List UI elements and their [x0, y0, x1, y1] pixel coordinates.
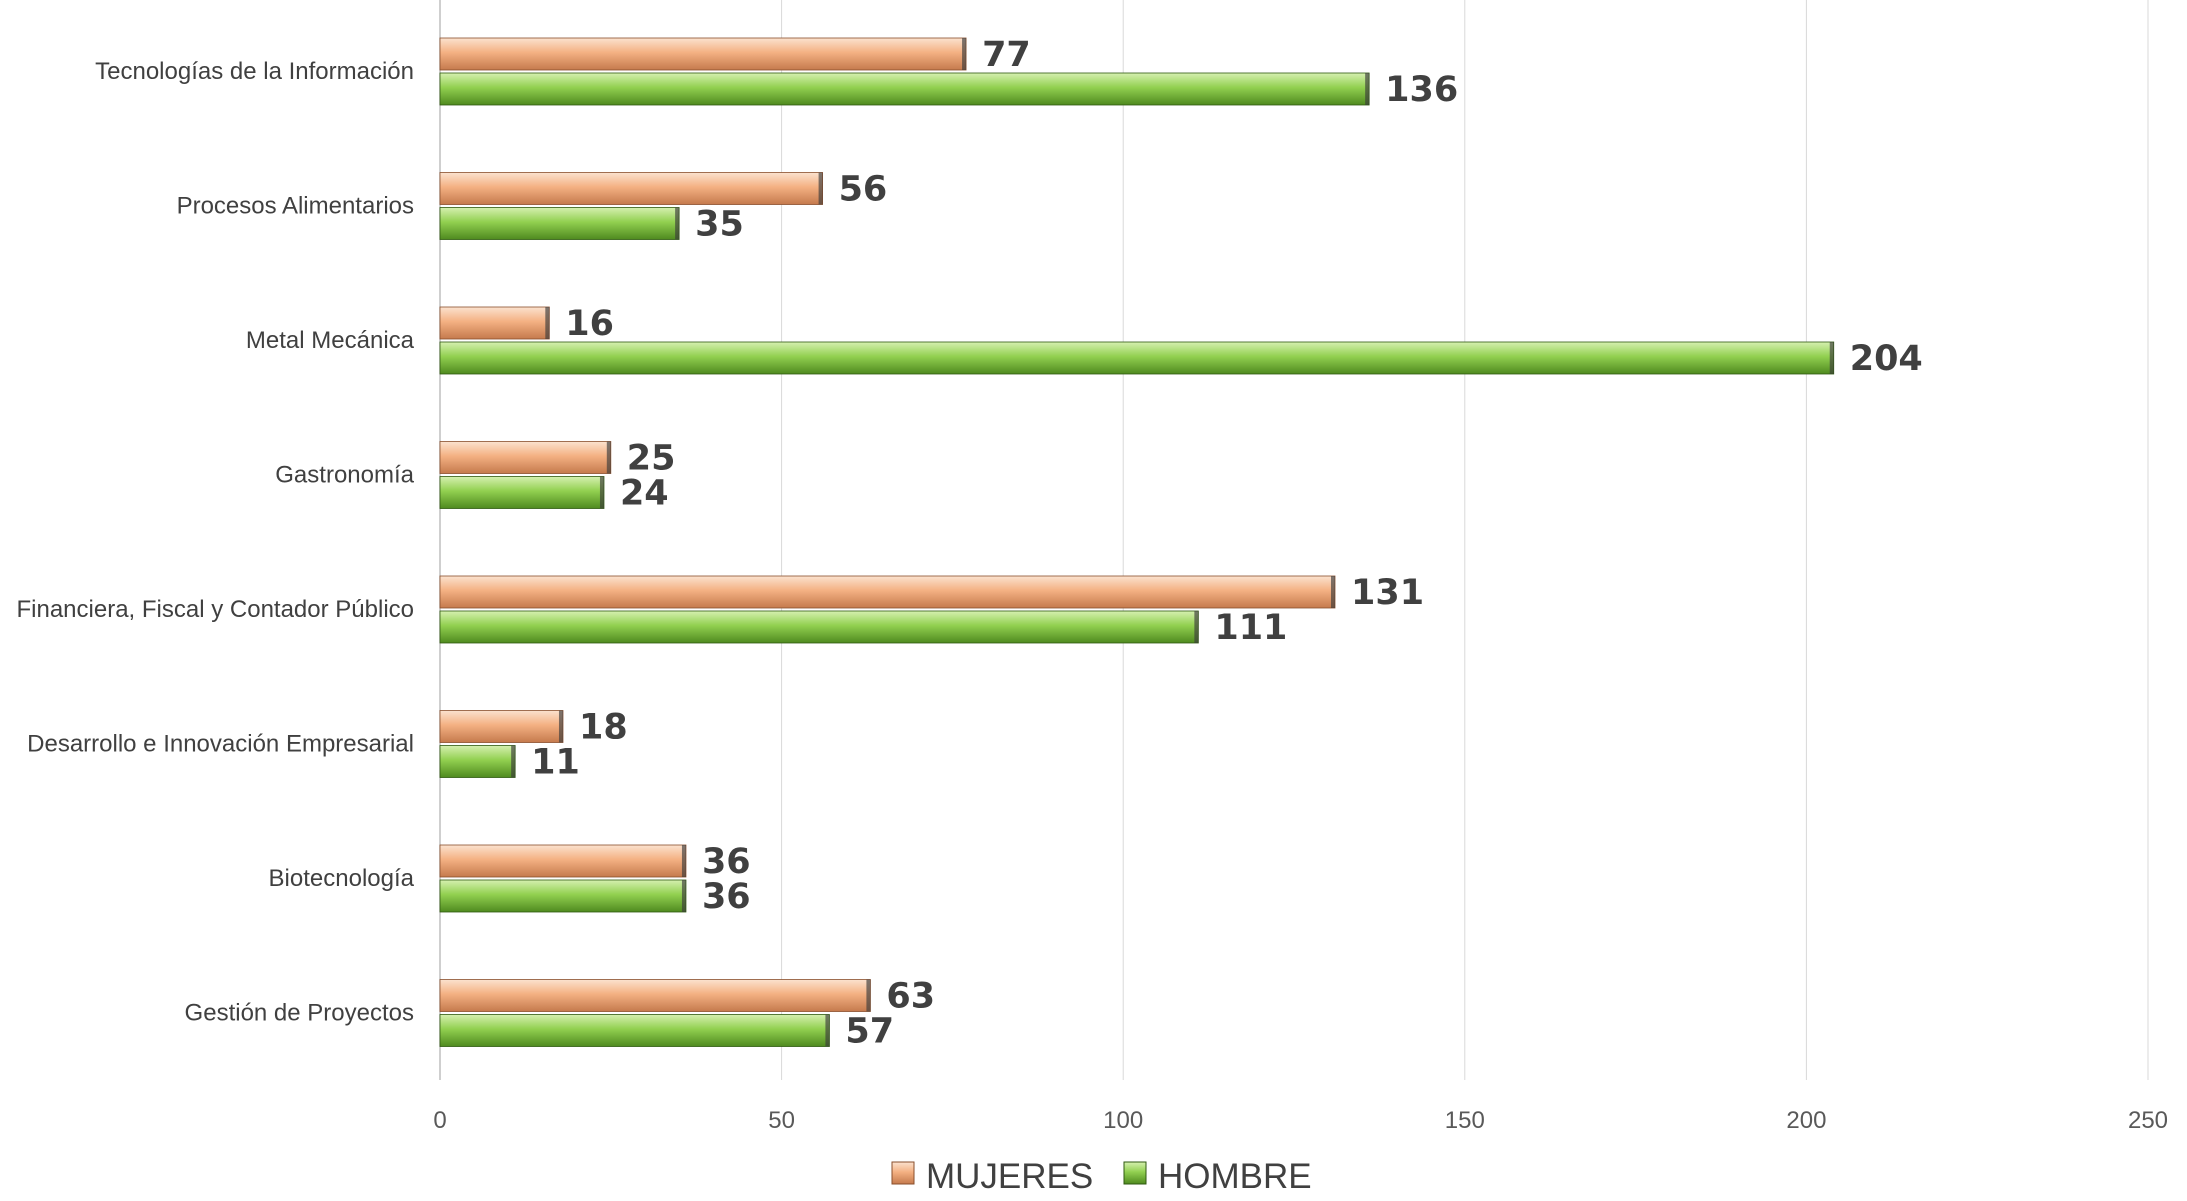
- bar-hombre: [439, 341, 1835, 375]
- bar-hombre: [439, 879, 687, 913]
- x-tick-label: 50: [768, 1107, 795, 1134]
- bar-end-cap: [866, 979, 871, 1012]
- bar-end-cap: [818, 172, 823, 205]
- data-label: 57: [845, 1012, 894, 1052]
- bar-mujeres: [439, 575, 1336, 609]
- bar-end-cap: [825, 1014, 830, 1047]
- category-label: Financiera, Fiscal y Contador Público: [16, 596, 414, 623]
- bar-end-cap: [675, 207, 680, 240]
- category-label: Procesos Alimentarios: [177, 193, 414, 220]
- data-label: 36: [702, 877, 751, 917]
- legend-swatch-hombre: [1123, 1161, 1147, 1185]
- x-tick-label: 250: [2128, 1107, 2168, 1134]
- bar-hombre: [439, 72, 1370, 106]
- x-tick-label: 100: [1103, 1107, 1143, 1134]
- category-label: Tecnologías de la Información: [95, 58, 414, 85]
- bar-end-cap: [1330, 576, 1335, 608]
- bar-end-cap: [681, 880, 686, 912]
- legend-label-hombre: HOMBRE: [1158, 1157, 1312, 1196]
- legend: MUJERES HOMBRE: [891, 1157, 1312, 1196]
- data-label: 24: [620, 474, 669, 514]
- bar-end-cap: [681, 845, 686, 877]
- bar-mujeres: [439, 979, 871, 1012]
- bar-end-cap: [545, 307, 550, 339]
- legend-label-mujeres: MUJERES: [926, 1157, 1093, 1196]
- bar-end-cap: [511, 745, 516, 778]
- data-label: 35: [695, 205, 744, 245]
- bar-hombre: [439, 476, 605, 509]
- bar-mujeres: [439, 844, 687, 878]
- labels: 0 50 100 150 200 250 Tecnologías de la Informa…: [16, 35, 2168, 1134]
- bar-mujeres: [439, 172, 823, 205]
- bar-end-cap: [962, 38, 967, 70]
- data-label: 18: [579, 708, 628, 748]
- bar-end-cap: [1194, 611, 1199, 643]
- data-label: 16: [565, 304, 614, 344]
- data-label: 77: [982, 35, 1031, 75]
- category-label: Biotecnología: [269, 865, 415, 892]
- category-label: Gastronomía: [275, 462, 414, 489]
- category-label: Desarrollo e Innovación Empresarial: [27, 731, 414, 758]
- bar-end-cap: [599, 476, 604, 509]
- x-tick-label: 0: [433, 1107, 446, 1134]
- bar-mujeres: [439, 441, 612, 474]
- data-label: 111: [1214, 608, 1287, 648]
- bar-hombre: [439, 207, 680, 240]
- data-label: 63: [886, 977, 935, 1017]
- bar-mujeres: [439, 710, 564, 743]
- data-label: 11: [531, 743, 580, 783]
- data-label: 25: [627, 439, 676, 479]
- data-label: 56: [839, 170, 888, 210]
- bar-mujeres: [439, 306, 550, 340]
- data-label: 136: [1385, 70, 1458, 110]
- x-tick-label: 200: [1786, 1107, 1826, 1134]
- category-label: Gestión de Proyectos: [185, 1000, 414, 1027]
- data-label: 36: [702, 842, 751, 882]
- bar-end-cap: [606, 441, 611, 474]
- bar-mujeres: [439, 37, 967, 71]
- data-label: 131: [1351, 573, 1424, 613]
- bar-end-cap: [1829, 342, 1834, 374]
- category-label: Metal Mecánica: [246, 327, 415, 354]
- bar-hombre: [439, 610, 1199, 644]
- legend-swatch-mujeres: [891, 1161, 915, 1185]
- x-tick-label: 150: [1445, 1107, 1485, 1134]
- bar-hombre: [439, 1014, 830, 1047]
- gridlines: [439, 0, 2149, 1080]
- bar-end-cap: [558, 710, 563, 743]
- data-label: 204: [1850, 339, 1923, 379]
- bar-hombre: [439, 745, 516, 778]
- bar-end-cap: [1365, 73, 1370, 105]
- bars: [439, 37, 1835, 1047]
